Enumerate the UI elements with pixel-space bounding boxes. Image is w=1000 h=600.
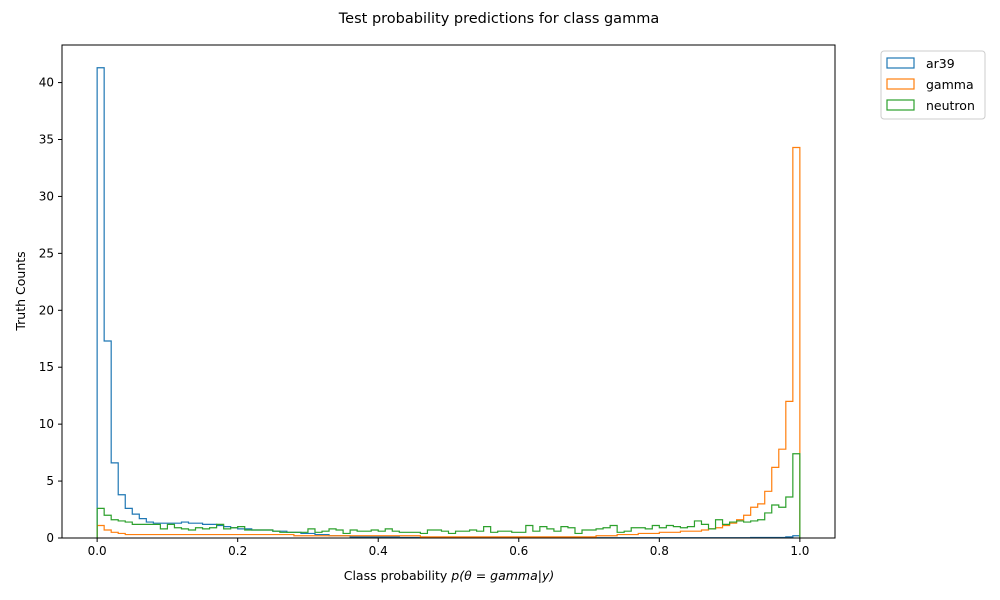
x-tick-label: 0.8 [650, 544, 669, 558]
series-gamma-step [96, 146, 801, 538]
y-tick-label: 35 [39, 133, 54, 147]
chart-title: Test probability predictions for class g… [338, 11, 659, 27]
legend-swatch-gamma [886, 78, 915, 90]
legend-label-gamma: gamma [926, 77, 974, 92]
legend: ar39 gamma neutron [880, 50, 986, 120]
y-tick-label: 15 [39, 360, 54, 374]
x-axis-label: Class probability p(θ = gamma|y) [344, 568, 555, 583]
x-tick-label: 0.4 [369, 544, 388, 558]
x-axis-label-math: p(θ = gamma|y) [450, 568, 554, 583]
y-axis-label: Truth Counts [13, 251, 28, 331]
y-axis: 0 5 10 15 20 25 30 35 40 [39, 76, 62, 545]
axes-frame [61, 44, 836, 539]
legend-label-ar39: ar39 [926, 56, 955, 71]
x-tick-label: 0.2 [228, 544, 247, 558]
x-axis-label-prefix: Class probability [344, 568, 452, 583]
y-tick-label: 5 [46, 474, 54, 488]
y-tick-label: 0 [46, 531, 54, 545]
y-tick-label: 30 [39, 189, 54, 203]
legend-label-neutron: neutron [926, 98, 975, 113]
series-neutron-step [96, 453, 801, 538]
legend-swatch-neutron [886, 99, 915, 111]
y-tick-label: 25 [39, 246, 54, 260]
x-tick-label: 0.0 [88, 544, 107, 558]
y-tick-label: 20 [39, 303, 54, 317]
legend-swatch-ar39 [886, 57, 915, 69]
y-tick-label: 10 [39, 417, 54, 431]
x-tick-label: 1.0 [790, 544, 809, 558]
x-tick-label: 0.6 [509, 544, 528, 558]
x-axis: 0.0 0.2 0.4 0.6 0.8 1.0 [88, 538, 809, 558]
y-tick-label: 40 [39, 76, 54, 90]
